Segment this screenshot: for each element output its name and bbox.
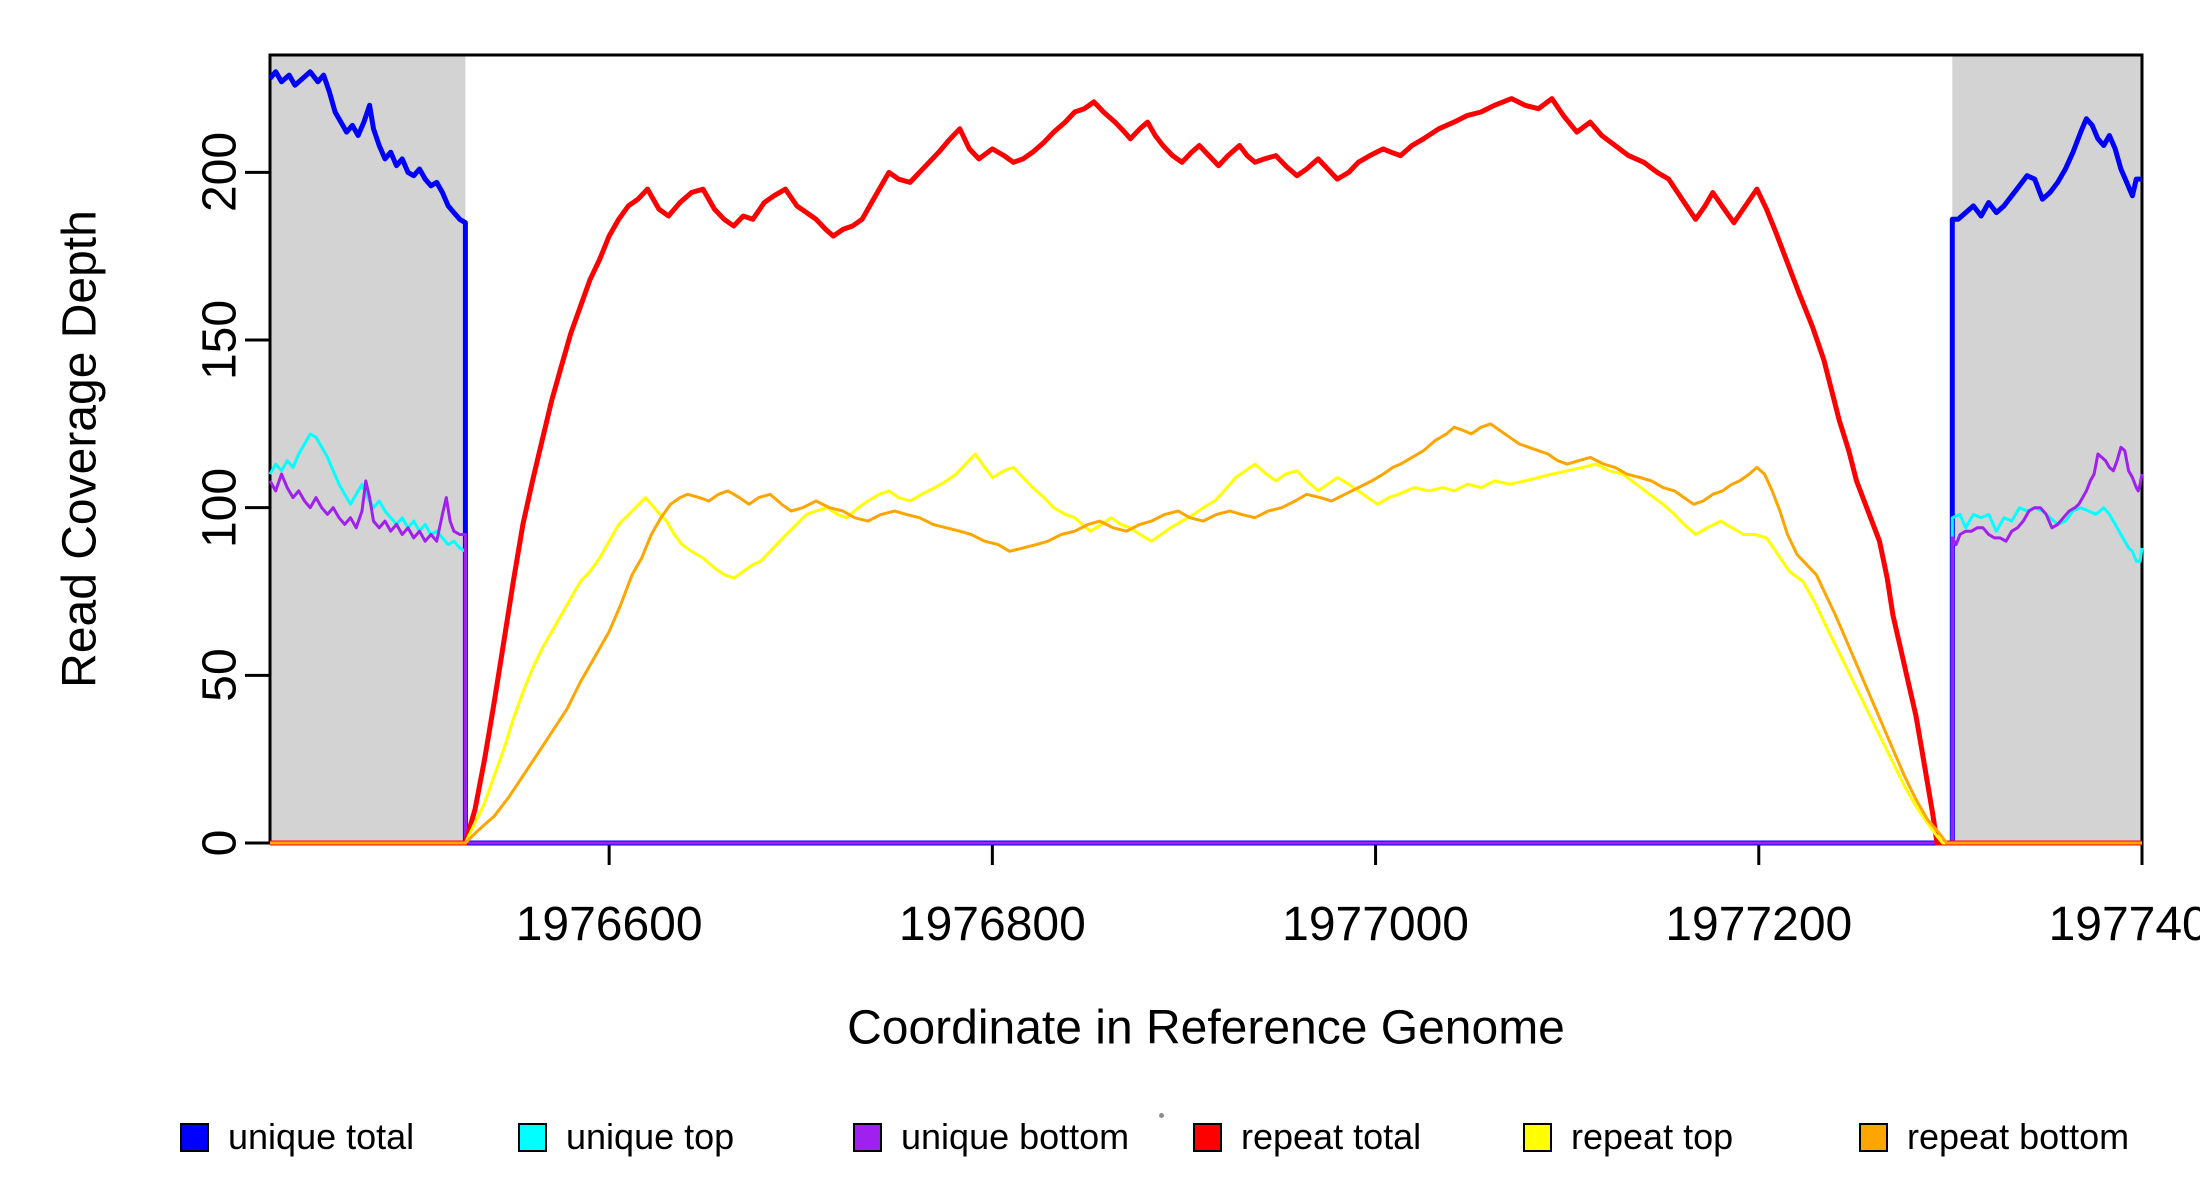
x-tick-label: 1977200 [1665, 898, 1853, 951]
unique-region-left [270, 55, 466, 843]
x-tick-label: 1976800 [898, 898, 1086, 951]
y-tick-label: 0 [193, 829, 247, 857]
series-unique-top [268, 432, 2144, 845]
y-axis-title: Read Coverage Depth [53, 210, 107, 688]
series-unique-total [268, 69, 2142, 846]
series-repeat-bottom [270, 422, 2142, 845]
y-tick-label: 100 [193, 467, 247, 548]
series-unique-bottom [268, 445, 2144, 845]
y-tick-label: 200 [193, 132, 247, 213]
series-repeat-total [270, 96, 2142, 846]
y-tick-label: 150 [193, 299, 247, 381]
artifact-dot [1159, 1113, 1164, 1118]
y-tick-label: 50 [193, 648, 247, 703]
unique-region-right [1952, 55, 2142, 843]
x-tick-label: 1977000 [1282, 898, 1469, 951]
plot-frame [268, 53, 2144, 845]
series-repeat-top [270, 452, 2142, 845]
x-axis-title: Coordinate in Reference Genome [847, 1001, 1565, 1055]
x-tick-label: 1976600 [515, 898, 703, 951]
